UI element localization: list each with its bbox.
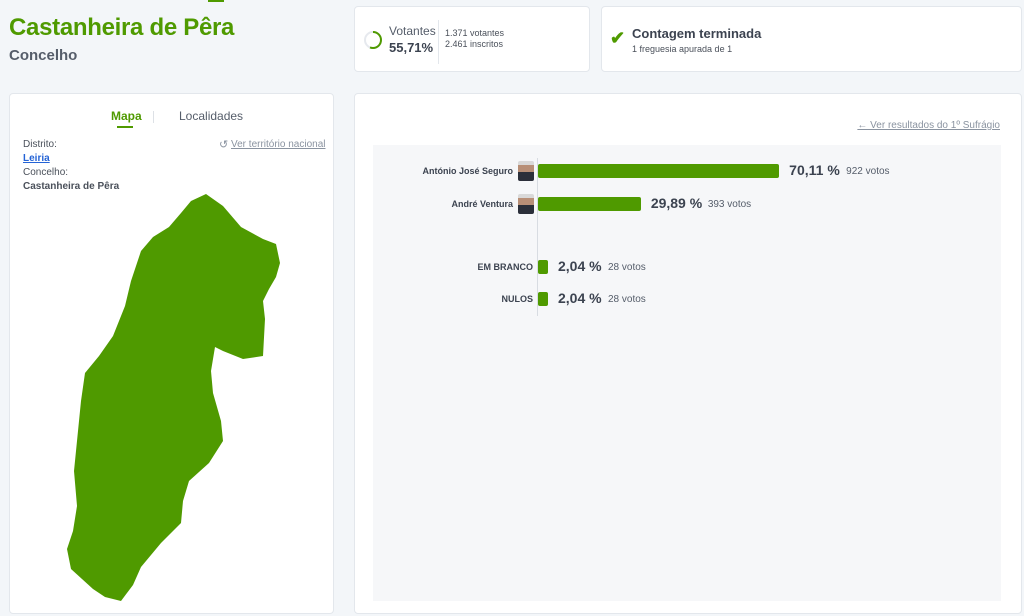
bar-votes-label: 28 votos: [608, 262, 646, 273]
votantes-card: Votantes 55,71% 1.371 votantes 2.461 ins…: [354, 6, 590, 72]
candidate-photo: [518, 161, 534, 181]
page-subtitle: Concelho: [9, 47, 78, 64]
top-accent: [208, 0, 224, 2]
tab-divider: [153, 111, 154, 123]
distrito-link[interactable]: Leiria: [23, 153, 50, 164]
bar-percent-label: 29,89 %: [650, 195, 703, 211]
votantes-label: Votantes: [389, 24, 436, 38]
bar-label: António José Seguro: [422, 166, 513, 176]
concelho-value: Castanheira de Pêra: [23, 181, 120, 192]
bar-percent-label: 2,04 %: [558, 258, 602, 274]
tab-active-indicator: [117, 126, 133, 128]
contagem-card: ✔ Contagem terminada 1 freguesia apurada…: [601, 6, 1022, 72]
bar-percent-label: 70,11 %: [789, 162, 840, 178]
distrito-label: Distrito:: [23, 139, 57, 150]
inscritos-count: 2.461 inscritos: [445, 39, 504, 49]
bar-label: EM BRANCO: [477, 262, 534, 272]
bar: [538, 197, 641, 211]
concelho-label: Concelho:: [23, 167, 69, 178]
candidate-photo: [518, 194, 534, 214]
national-territory-link[interactable]: Ver território nacional: [231, 139, 326, 150]
bar-votes-label: 28 votos: [608, 294, 646, 305]
bar-percent-label: 2,04 %: [558, 290, 602, 306]
results-panel: ← Ver resultados do 1º Sufrágio António …: [354, 93, 1022, 614]
tab-mapa[interactable]: Mapa: [111, 109, 142, 123]
first-round-link[interactable]: ← Ver resultados do 1º Sufrágio: [857, 120, 1000, 131]
page-title: Castanheira de Pêra: [9, 14, 235, 41]
divider: [438, 20, 439, 64]
tab-localidades[interactable]: Localidades: [179, 109, 244, 123]
concelho-map[interactable]: [1, 1, 331, 616]
contagem-detail: 1 freguesia apurada de 1: [632, 44, 733, 54]
reset-icon[interactable]: ↺: [219, 139, 229, 151]
bar: [538, 292, 548, 306]
bar: [538, 164, 780, 178]
bar-label: André Ventura: [451, 199, 513, 209]
contagem-title: Contagem terminada: [632, 26, 762, 41]
check-icon: ✔: [610, 28, 626, 48]
turnout-ring-icon: [364, 31, 382, 49]
votantes-percent: 55,71%: [389, 40, 434, 55]
bar: [538, 260, 548, 274]
votantes-count: 1.371 votantes: [445, 28, 505, 38]
map-panel: Mapa Localidades Distrito: Leiria Concel…: [9, 93, 334, 614]
chart-axis: [537, 158, 538, 316]
bar-label: NULOS: [501, 294, 534, 304]
chart-area: António José Seguro 70,11 % 922 votos André…: [373, 145, 1001, 601]
bar-votes-label: 922 votos: [846, 166, 890, 177]
bar-votes-label: 393 votos: [707, 199, 752, 210]
